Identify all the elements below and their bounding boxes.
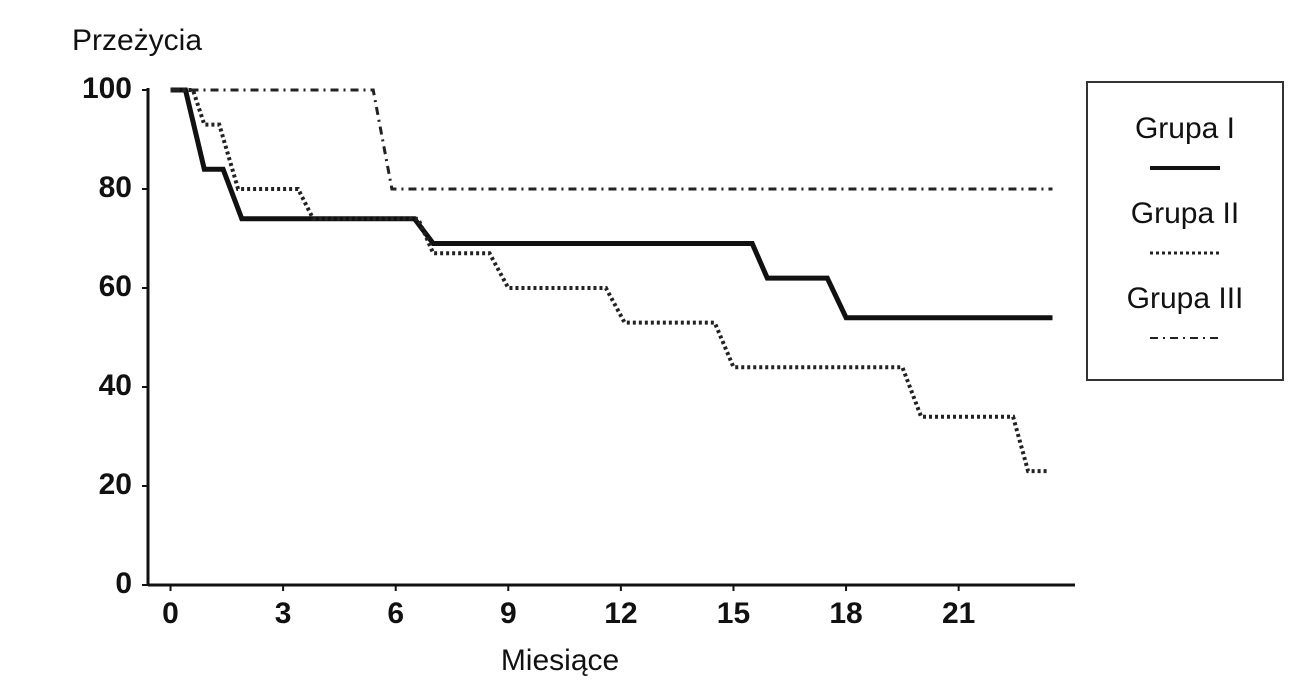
x-tick-label: 3 [275,597,292,630]
survival-line [170,87,1053,321]
y-tick-label: 100 [82,72,132,105]
legend-label: Grupa I [1135,112,1235,145]
x-tick-label: 21 [942,597,975,630]
x-tick-label: 6 [387,597,404,630]
x-tick-label: 0 [162,597,179,630]
x-tick-label: 18 [829,597,862,630]
x-tick-label: 9 [500,597,517,630]
x-axis-label: Miesiące [501,644,619,677]
y-tick-label: 60 [99,270,132,303]
chart-title: Przeżycia [72,24,202,57]
survival-line [170,88,1049,474]
legend-label: Grupa III [1127,282,1244,315]
legend-box [1086,81,1284,381]
x-tick-label: 12 [604,597,637,630]
y-tick-label: 40 [99,369,132,402]
y-tick-label: 0 [115,567,132,600]
y-tick-label: 80 [99,171,132,204]
legend-label: Grupa II [1131,197,1239,230]
x-tick-label: 15 [717,597,750,630]
y-tick-label: 20 [99,468,132,501]
survival-line [170,88,1053,191]
